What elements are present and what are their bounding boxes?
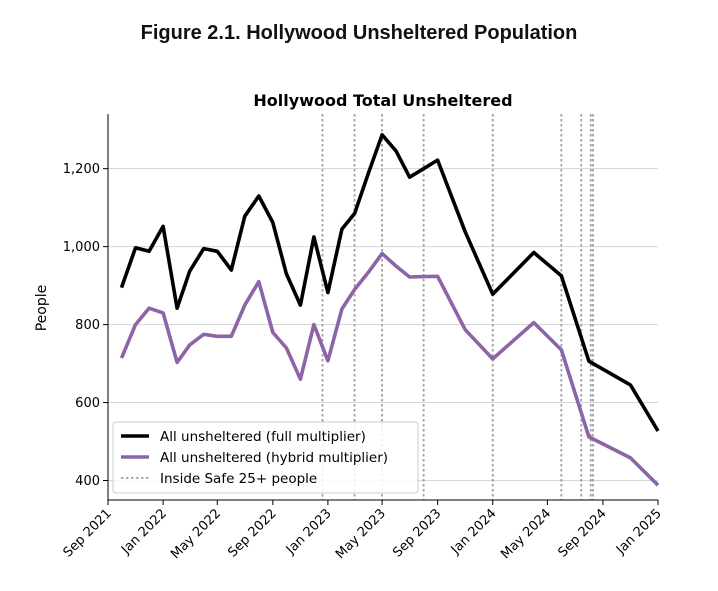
y-tick-label: 1,200 (63, 162, 100, 177)
x-tick-label: Sep 2021 (61, 506, 115, 560)
x-tick-label: May 2022 (168, 506, 224, 562)
y-tick-label: 800 (75, 318, 100, 333)
y-tick-label: 1,000 (63, 240, 100, 255)
y-tick-label: 400 (75, 474, 100, 489)
figure-title: Figure 2.1. Hollywood Unsheltered Popula… (140, 22, 578, 44)
series-line-hybrid-multiplier (119, 251, 660, 487)
y-tick-label: 600 (75, 396, 100, 411)
series-lines (119, 133, 660, 487)
x-tick-label: Jan 2023 (283, 506, 335, 558)
x-tick-label: Sep 2024 (555, 506, 609, 560)
x-tick-label: Jan 2022 (118, 506, 170, 558)
x-tick-label: Jan 2025 (613, 506, 665, 558)
legend-entry-inside-safe-label: Inside Safe 25+ people (160, 471, 317, 487)
legend-entry-full-multiplier-label: All unsheltered (full multiplier) (160, 429, 366, 445)
plot-title: Hollywood Total Unsheltered (253, 91, 512, 110)
x-tick-label: Sep 2022 (225, 506, 279, 560)
x-tick-label: Sep 2023 (390, 506, 444, 560)
x-tick-label: Jan 2024 (448, 506, 500, 558)
legend: All unsheltered (full multiplier) All uns… (112, 421, 419, 494)
y-axis-label: People (34, 285, 50, 332)
legend-entry-hybrid-multiplier-label: All unsheltered (hybrid multiplier) (160, 450, 388, 466)
x-tick-label: May 2024 (498, 506, 554, 562)
x-tick-label: May 2023 (333, 506, 389, 562)
series-line-full-multiplier (119, 133, 660, 432)
legend-box (112, 421, 419, 494)
